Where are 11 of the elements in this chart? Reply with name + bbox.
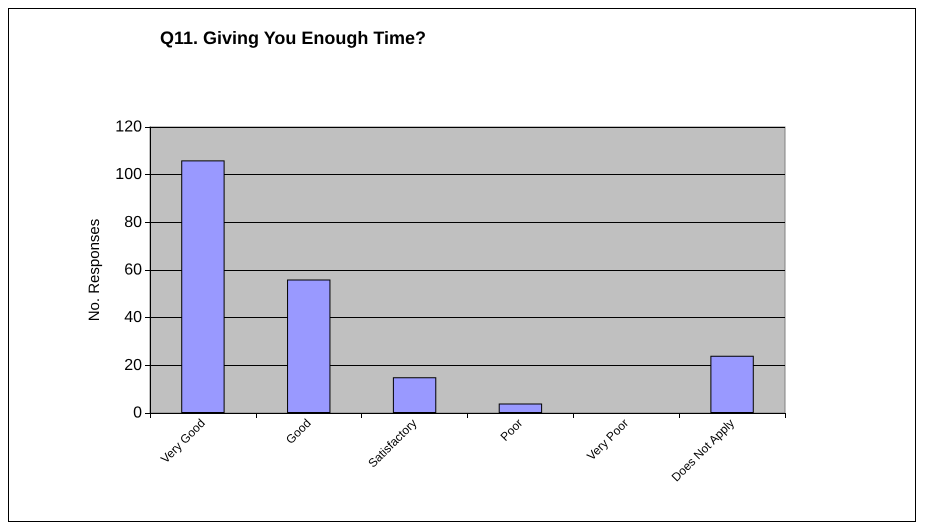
bar	[498, 403, 542, 413]
y-tick-label: 60	[124, 262, 142, 278]
y-tick-label: 80	[124, 214, 142, 231]
bar	[392, 377, 436, 413]
y-tick-label: 0	[133, 404, 142, 422]
y-tick-label: 20	[124, 356, 142, 374]
y-tick-label: 120	[115, 118, 142, 136]
chart-title: Q11. Giving You Enough Time?	[160, 28, 426, 48]
y-axis-title: No. Responses	[86, 218, 103, 322]
y-tick-label: 40	[124, 309, 142, 326]
y-tick-label: 100	[115, 166, 142, 184]
